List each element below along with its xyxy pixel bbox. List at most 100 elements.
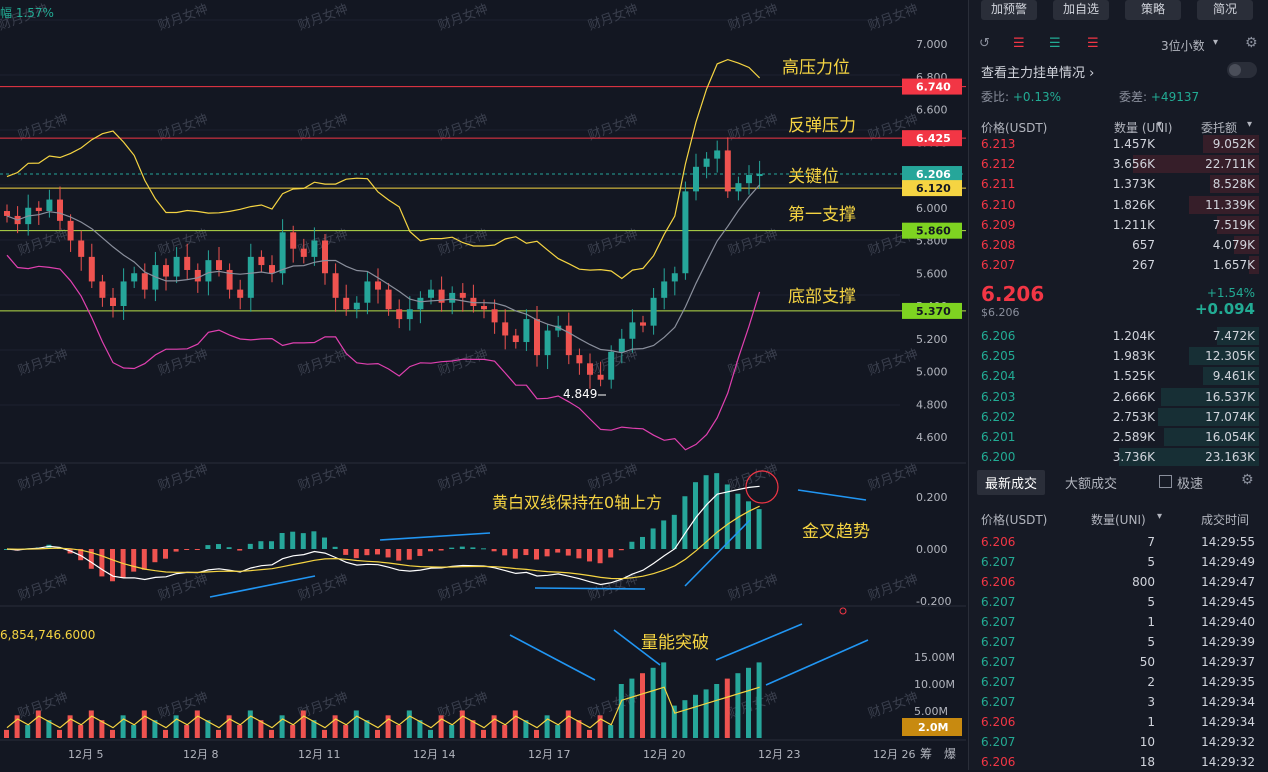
candle-body xyxy=(555,325,562,331)
price-cell: 6.205 xyxy=(981,349,1016,364)
golden-cross-circle xyxy=(745,470,779,504)
macd-histogram-bar xyxy=(428,549,433,552)
volume-bar xyxy=(375,729,380,738)
orderbook-title[interactable]: 查看主力挂单情况 › xyxy=(981,66,1095,81)
ask-row[interactable]: 6.208 657 4.079K xyxy=(969,235,1259,255)
volume-bar xyxy=(99,720,105,738)
watermark-text: 财月女神 xyxy=(156,571,210,604)
trade-time: 14:29:34 xyxy=(1201,695,1255,709)
overview-button[interactable]: 简况 xyxy=(1197,0,1253,20)
watermark-text: 财月女神 xyxy=(16,346,70,379)
strategy-button[interactable]: 策略 xyxy=(1125,0,1181,20)
volume-tick-label: 15.00M xyxy=(914,651,955,664)
main-orders-toggle[interactable] xyxy=(1227,62,1257,78)
macd-histogram-bar xyxy=(364,549,370,556)
ask-row[interactable]: 6.207 267 1.657K xyxy=(969,255,1259,275)
candle-body xyxy=(332,273,339,298)
corner-label: 筹 xyxy=(920,747,932,761)
bid-row[interactable]: 6.201 2.589K 16.054K xyxy=(969,427,1259,447)
trade-amount: 18 xyxy=(1139,755,1155,769)
tab-latest-trades[interactable]: 最新成交 xyxy=(977,470,1046,495)
ask-row[interactable]: 6.211 1.373K 8.528K xyxy=(969,174,1259,194)
candle-body xyxy=(640,322,646,326)
ask-row[interactable]: 6.210 1.826K 11.339K xyxy=(969,195,1259,215)
macd-histogram-bar xyxy=(311,531,317,549)
candle-body xyxy=(502,322,509,336)
watermark-text: 财月女神 xyxy=(156,689,210,722)
asks-only-view-icon[interactable]: ☰ xyxy=(1087,36,1099,51)
macd-histogram-bar xyxy=(247,543,253,549)
total-cell: 11.339K xyxy=(1205,197,1255,212)
price-cell: 6.213 xyxy=(981,137,1016,151)
candle-body xyxy=(247,256,254,298)
bids-only-view-icon[interactable]: ☰ xyxy=(1049,36,1061,51)
volume-bar xyxy=(269,729,274,738)
chevron-down-icon: ▾ xyxy=(1247,119,1253,130)
candle-body xyxy=(322,240,328,274)
macd-histogram-bar xyxy=(375,549,380,555)
fast-mode-checkbox[interactable] xyxy=(1159,475,1172,488)
macd-dif-line xyxy=(6,485,760,586)
watermark-text: 财月女神 xyxy=(586,1,640,34)
bid-row[interactable]: 6.206 1.204K 7.472K xyxy=(969,326,1259,346)
watermark-text: 财月女神 xyxy=(296,1,350,34)
bid-row[interactable]: 6.204 1.525K 9.461K xyxy=(969,366,1259,386)
both-sides-view-icon[interactable]: ☰ xyxy=(1013,36,1025,51)
tab-large-trades[interactable]: 大额成交 xyxy=(1065,477,1118,492)
bid-row[interactable]: 6.202 2.753K 17.074K xyxy=(969,407,1259,427)
bid-row[interactable]: 6.203 2.666K 16.537K xyxy=(969,387,1259,407)
volume-tick-label: 10.00M xyxy=(914,678,955,691)
candle-body xyxy=(141,273,148,290)
trade-price: 6.207 xyxy=(981,595,1016,609)
annotation-first-support: 第一支撑 xyxy=(788,205,856,225)
settings-icon[interactable]: ⚙ xyxy=(1241,472,1254,488)
add-alert-button[interactable]: 加预警 xyxy=(981,0,1037,20)
macd-tick-label: 0.200 xyxy=(916,491,948,504)
candle-body xyxy=(120,281,127,306)
amount-cell: 1.373K xyxy=(1112,177,1155,192)
volume-bar xyxy=(57,729,62,738)
candle-body xyxy=(756,174,763,177)
volume-bar xyxy=(523,720,529,738)
trade-time: 14:29:47 xyxy=(1201,575,1255,589)
reset-icon[interactable]: ↺ xyxy=(979,36,990,51)
macd-histogram-bar xyxy=(216,544,221,549)
settings-icon[interactable]: ⚙ xyxy=(1245,35,1258,51)
trade-price: 6.206 xyxy=(981,755,1016,769)
price-badge xyxy=(902,302,962,319)
macd-tick-label: -0.200 xyxy=(916,595,951,608)
ask-row[interactable]: 6.213 1.457K 9.052K xyxy=(969,134,1259,154)
trade-price: 6.207 xyxy=(981,675,1016,689)
candle-body xyxy=(46,199,53,212)
trade-price: 6.206 xyxy=(981,575,1016,589)
trade-row: 6.207 10 14:29:32 xyxy=(969,732,1259,752)
ask-row[interactable]: 6.209 1.211K 7.519K xyxy=(969,215,1259,235)
change-label: 幅 1.57% xyxy=(0,6,54,20)
candle-body xyxy=(343,297,350,310)
chart-area[interactable]: 财月女神 财月女神 财月女神 财月女神 财月女神 财月女神 财月女神 财月女神 财月女神 财月女神… xyxy=(0,0,966,770)
macd-histogram-bar xyxy=(512,549,518,559)
volume-bar xyxy=(565,710,571,738)
watermark-text: 财月女神 xyxy=(726,111,780,144)
trade-amount: 5 xyxy=(1147,595,1155,609)
watermark-text: 财月女神 xyxy=(436,461,490,494)
corner-label: 爆 xyxy=(944,747,956,761)
bid-row[interactable]: 6.200 3.736K 23.163K xyxy=(969,447,1259,467)
precision-select[interactable]: 3位小数 xyxy=(1161,39,1205,53)
volume-bar xyxy=(205,720,211,738)
ask-row[interactable]: 6.212 3.656K 22.711K xyxy=(969,154,1259,174)
candle-body xyxy=(194,269,201,282)
volume-bar xyxy=(459,710,465,738)
volume-bar xyxy=(491,715,497,738)
volume-bar xyxy=(608,725,614,738)
add-watchlist-button[interactable]: 加自选 xyxy=(1053,0,1109,20)
bid-row[interactable]: 6.205 1.983K 12.305K xyxy=(969,346,1259,366)
candle-body xyxy=(279,232,286,274)
macd-histogram-bar xyxy=(226,547,232,549)
macd-histogram-bar xyxy=(724,484,730,549)
macd-histogram-bar xyxy=(131,549,137,572)
macd-histogram-bar xyxy=(735,493,741,549)
volume-bar xyxy=(4,729,9,738)
candle-body xyxy=(290,232,297,249)
